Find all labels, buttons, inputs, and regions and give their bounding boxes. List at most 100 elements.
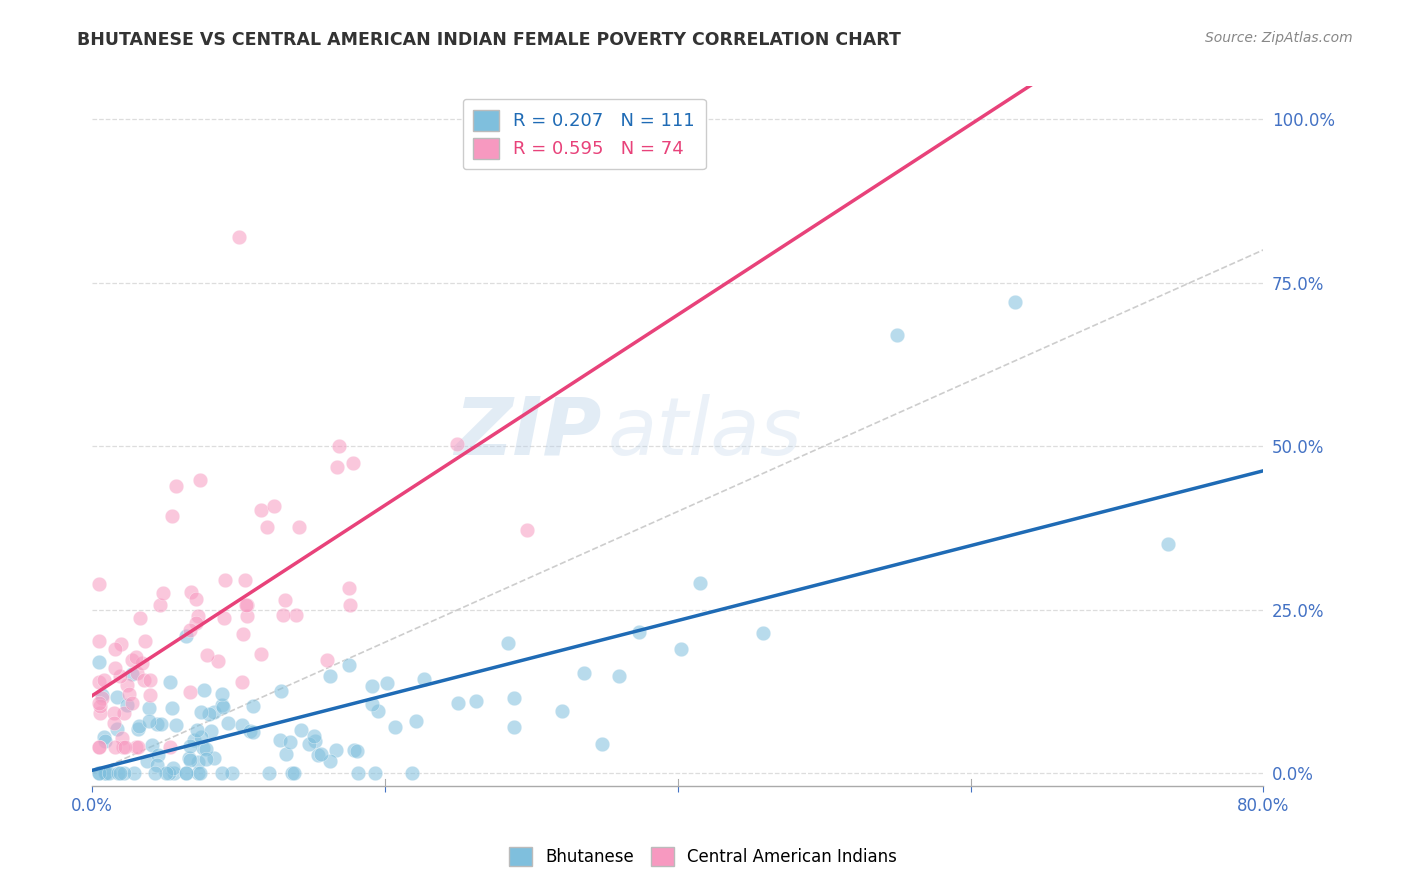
Point — [211, 698, 233, 712]
Point — [202, 751, 225, 765]
Point — [91, 690, 114, 705]
Point — [124, 766, 146, 780]
Point — [121, 667, 143, 681]
Point — [141, 739, 163, 753]
Point — [132, 673, 155, 687]
Point — [110, 669, 132, 683]
Point — [627, 624, 650, 639]
Point — [361, 679, 384, 693]
Point — [309, 747, 332, 761]
Point — [184, 615, 207, 630]
Point — [104, 661, 127, 675]
Point — [274, 593, 297, 607]
Point — [190, 731, 212, 745]
Point — [347, 766, 370, 780]
Point — [138, 701, 160, 715]
Point — [217, 716, 239, 731]
Point — [446, 436, 468, 450]
Point — [112, 739, 135, 754]
Legend: R = 0.207   N = 111, R = 0.595   N = 74: R = 0.207 N = 111, R = 0.595 N = 74 — [463, 99, 706, 169]
Point — [343, 743, 366, 757]
Point — [188, 766, 211, 780]
Point — [160, 509, 183, 524]
Point — [276, 747, 298, 761]
Point — [114, 739, 136, 754]
Point — [886, 327, 908, 342]
Point — [128, 718, 150, 732]
Point — [121, 653, 143, 667]
Point — [190, 705, 212, 719]
Point — [288, 520, 311, 534]
Point — [103, 706, 125, 721]
Point — [89, 699, 111, 714]
Point — [256, 520, 278, 534]
Point — [405, 714, 427, 728]
Point — [236, 599, 259, 613]
Point — [211, 766, 233, 780]
Point — [138, 673, 160, 687]
Point — [174, 630, 197, 644]
Point — [89, 655, 111, 669]
Point — [236, 609, 259, 624]
Point — [187, 766, 209, 780]
Point — [231, 675, 253, 690]
Point — [89, 577, 111, 591]
Point — [328, 439, 350, 453]
Point — [242, 725, 264, 739]
Point — [384, 720, 406, 734]
Point — [464, 693, 486, 707]
Point — [591, 737, 613, 751]
Point — [115, 678, 138, 692]
Point — [212, 611, 235, 625]
Point — [125, 665, 148, 680]
Point — [503, 720, 526, 734]
Point — [111, 731, 134, 745]
Point — [273, 608, 295, 623]
Point — [179, 685, 201, 699]
Point — [187, 756, 209, 770]
Point — [112, 766, 135, 780]
Point — [270, 684, 292, 698]
Point — [211, 699, 233, 714]
Point — [235, 573, 257, 587]
Point — [364, 766, 387, 780]
Point — [165, 479, 187, 493]
Point — [412, 672, 434, 686]
Point — [339, 581, 361, 595]
Point — [131, 656, 153, 670]
Point — [242, 698, 264, 713]
Point — [263, 499, 285, 513]
Point — [304, 734, 326, 748]
Point — [284, 607, 307, 622]
Point — [108, 766, 131, 780]
Point — [239, 723, 262, 738]
Point — [193, 683, 215, 698]
Point — [290, 723, 312, 737]
Point — [139, 688, 162, 702]
Point — [89, 766, 111, 780]
Point — [104, 641, 127, 656]
Point — [165, 718, 187, 732]
Point — [121, 696, 143, 710]
Point — [89, 634, 111, 648]
Point — [211, 687, 233, 701]
Point — [198, 706, 221, 721]
Point — [342, 456, 364, 470]
Point — [689, 576, 711, 591]
Point — [136, 754, 159, 768]
Point — [127, 722, 149, 736]
Point — [134, 634, 156, 648]
Point — [307, 747, 329, 762]
Point — [129, 611, 152, 625]
Point — [188, 474, 211, 488]
Point — [572, 666, 595, 681]
Point — [319, 669, 342, 683]
Text: Source: ZipAtlas.com: Source: ZipAtlas.com — [1205, 31, 1353, 45]
Point — [235, 598, 257, 612]
Point — [184, 591, 207, 606]
Point — [93, 730, 115, 744]
Point — [281, 766, 304, 780]
Point — [163, 766, 186, 780]
Point — [360, 697, 382, 711]
Point — [187, 608, 209, 623]
